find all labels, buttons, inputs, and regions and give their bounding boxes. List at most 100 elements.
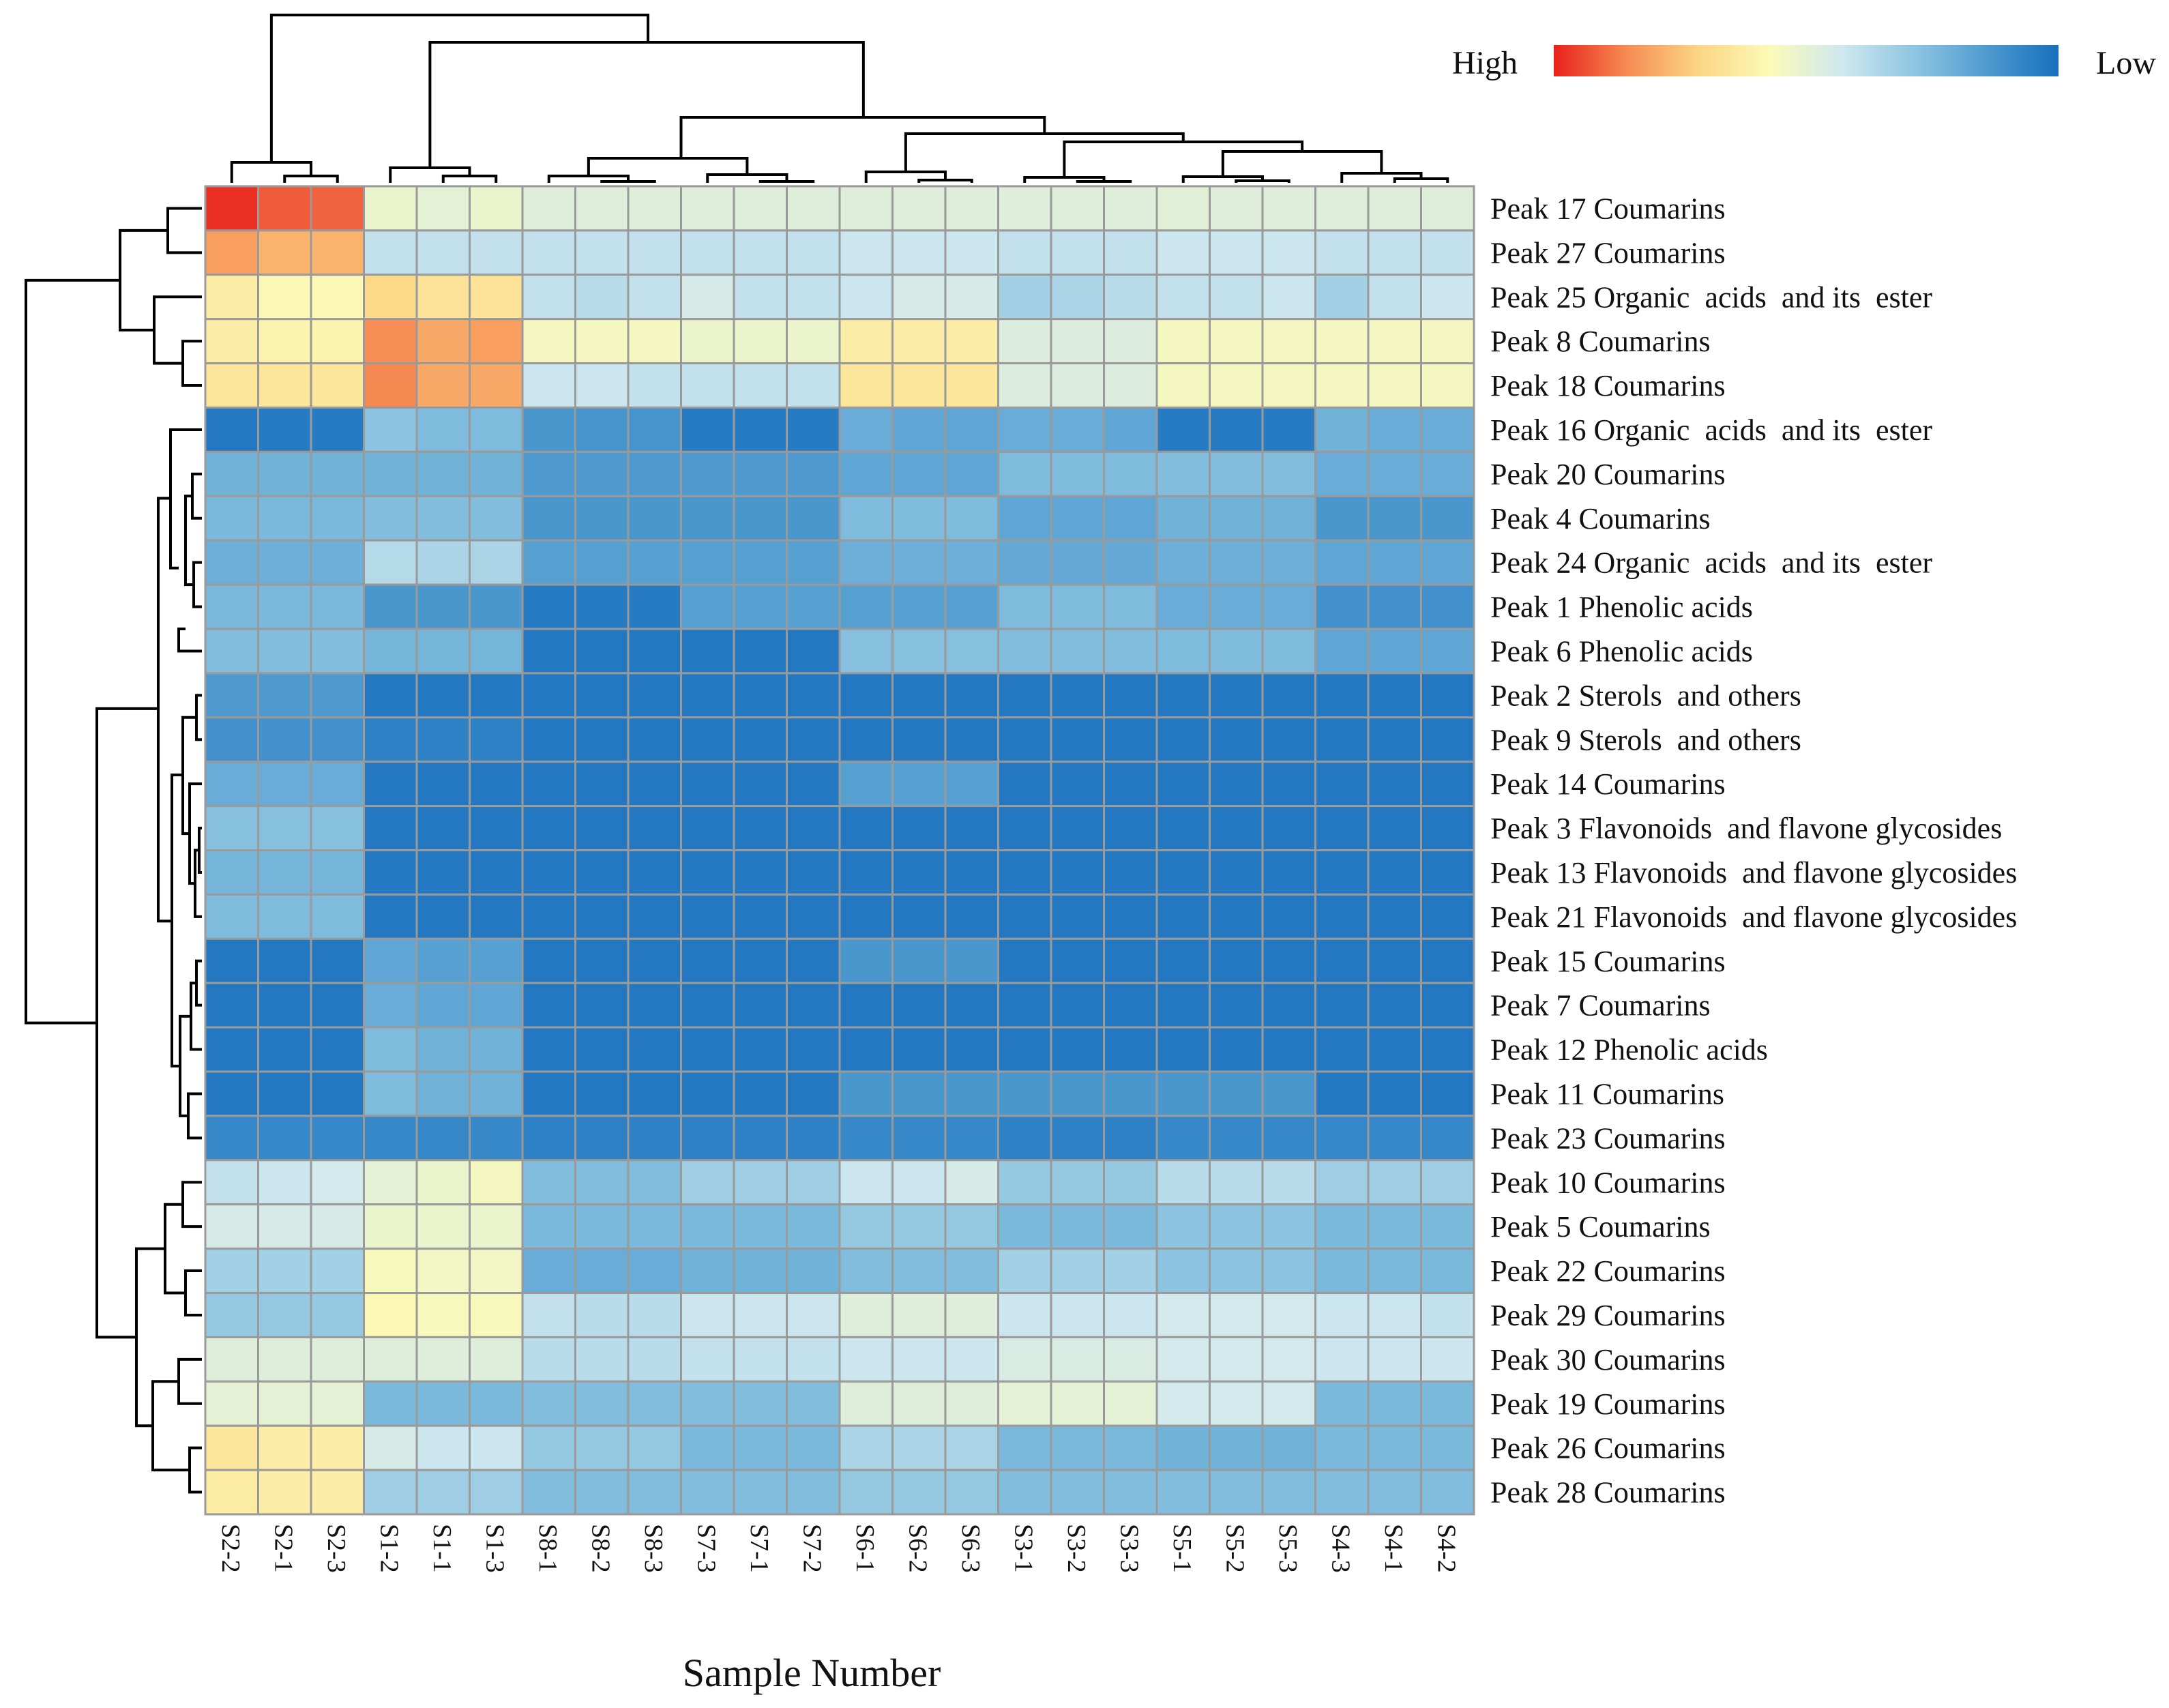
heatmap-cell bbox=[1367, 1026, 1422, 1073]
heatmap-cell bbox=[1367, 761, 1422, 808]
heatmap-cell bbox=[1420, 761, 1475, 808]
heatmap-cell bbox=[1314, 893, 1370, 940]
column-label: S7-1 bbox=[745, 1524, 773, 1573]
heatmap-cell bbox=[257, 583, 312, 630]
heatmap-cell bbox=[363, 716, 418, 763]
heatmap-cell bbox=[363, 1070, 418, 1117]
heatmap-cell bbox=[786, 1070, 841, 1117]
heatmap-cell bbox=[786, 1424, 841, 1471]
heatmap-cell bbox=[1103, 937, 1158, 984]
heatmap-cell bbox=[257, 407, 312, 453]
heatmap-cell bbox=[1155, 450, 1211, 497]
heatmap-cell bbox=[574, 1115, 630, 1162]
heatmap-cell bbox=[1261, 761, 1316, 808]
heatmap-cell bbox=[469, 1070, 524, 1117]
heatmap-cell bbox=[204, 362, 259, 409]
heatmap-cell bbox=[204, 407, 259, 453]
heatmap-cell bbox=[944, 1336, 999, 1383]
heatmap-cell bbox=[257, 1115, 312, 1162]
heatmap-cell bbox=[1314, 1115, 1370, 1162]
heatmap-cell bbox=[1420, 1380, 1475, 1427]
heatmap-cell bbox=[1050, 849, 1105, 896]
heatmap-cell bbox=[521, 450, 576, 497]
heatmap-cell bbox=[944, 672, 999, 719]
heatmap-cell bbox=[574, 849, 630, 896]
heatmap-cell bbox=[891, 1070, 947, 1117]
heatmap-cell bbox=[680, 229, 735, 276]
heatmap-cell bbox=[838, 672, 894, 719]
heatmap-cell bbox=[1209, 407, 1264, 453]
heatmap-cell bbox=[1314, 318, 1370, 365]
heatmap-cell bbox=[1367, 982, 1422, 1029]
heatmap-cell bbox=[786, 229, 841, 276]
heatmap-cell bbox=[733, 628, 788, 675]
heatmap-cell bbox=[1420, 450, 1475, 497]
heatmap-cell bbox=[1420, 185, 1475, 232]
heatmap-cell bbox=[891, 716, 947, 763]
heatmap-cell bbox=[574, 1469, 630, 1516]
heatmap-cell bbox=[1420, 805, 1475, 851]
heatmap-cell bbox=[680, 1248, 735, 1294]
dendrogram-branch bbox=[95, 707, 158, 1339]
heatmap-cell bbox=[469, 716, 524, 763]
heatmap-cell bbox=[310, 672, 365, 719]
heatmap-cell bbox=[1155, 716, 1211, 763]
heatmap-cell bbox=[1420, 628, 1475, 675]
heatmap-cell bbox=[469, 318, 524, 365]
legend-low-label: Low bbox=[2096, 45, 2156, 81]
heatmap-cell bbox=[1367, 1159, 1422, 1206]
heatmap-cell bbox=[1261, 407, 1316, 453]
row-label: Peak 7 Coumarins bbox=[1490, 989, 1711, 1022]
heatmap-cell bbox=[415, 672, 471, 719]
heatmap-cell bbox=[1155, 1115, 1211, 1162]
heatmap-cell bbox=[1050, 1248, 1105, 1294]
row-label: Peak 19 Coumarins bbox=[1490, 1387, 1726, 1421]
heatmap-cell bbox=[415, 1159, 471, 1206]
row-label: Peak 28 Coumarins bbox=[1490, 1476, 1726, 1510]
heatmap-cell bbox=[310, 1292, 365, 1338]
heatmap-cell bbox=[574, 893, 630, 940]
row-label: Peak 20 Coumarins bbox=[1490, 458, 1726, 491]
heatmap-cell bbox=[1050, 1380, 1105, 1427]
heatmap-cell bbox=[1155, 1026, 1211, 1073]
heatmap-cell bbox=[838, 1203, 894, 1250]
column-label: S2-1 bbox=[269, 1524, 297, 1573]
heatmap-cell bbox=[310, 1380, 365, 1427]
row-label: Peak 8 Coumarins bbox=[1490, 325, 1711, 358]
heatmap-cell bbox=[1367, 495, 1422, 542]
heatmap-cell bbox=[944, 495, 999, 542]
heatmap-cell bbox=[1050, 628, 1105, 675]
heatmap-cell bbox=[733, 849, 788, 896]
heatmap-cell bbox=[838, 1115, 894, 1162]
heatmap-cell bbox=[363, 1336, 418, 1383]
heatmap-cell bbox=[1050, 1336, 1105, 1383]
heatmap-cell bbox=[1314, 1203, 1370, 1250]
heatmap-cell bbox=[1155, 583, 1211, 630]
heatmap-cell bbox=[1209, 982, 1264, 1029]
heatmap-cell bbox=[1209, 362, 1264, 409]
heatmap-cell bbox=[838, 229, 894, 276]
column-label: S7-2 bbox=[797, 1524, 826, 1573]
heatmap-cell bbox=[521, 1159, 576, 1206]
heatmap-cell bbox=[521, 893, 576, 940]
heatmap-cell bbox=[997, 849, 1052, 896]
heatmap-cell bbox=[838, 628, 894, 675]
heatmap-cell bbox=[627, 982, 682, 1029]
heatmap-cell bbox=[944, 1115, 999, 1162]
heatmap-cell bbox=[838, 362, 894, 409]
heatmap-cell bbox=[257, 761, 312, 808]
heatmap-cell bbox=[1103, 849, 1158, 896]
heatmap-cell bbox=[415, 628, 471, 675]
heatmap-cell bbox=[1209, 628, 1264, 675]
heatmap-cell bbox=[1155, 893, 1211, 940]
heatmap-cell bbox=[1209, 583, 1264, 630]
heatmap-cell bbox=[415, 761, 471, 808]
heatmap-cell bbox=[310, 1469, 365, 1516]
heatmap-cell bbox=[786, 495, 841, 542]
heatmap-cell bbox=[310, 628, 365, 675]
heatmap-cell bbox=[733, 1469, 788, 1516]
heatmap-cell bbox=[1103, 539, 1158, 586]
heatmap-cells bbox=[204, 185, 1475, 1516]
heatmap-cell bbox=[204, 495, 259, 542]
row-label: Peak 18 Coumarins bbox=[1490, 369, 1726, 402]
